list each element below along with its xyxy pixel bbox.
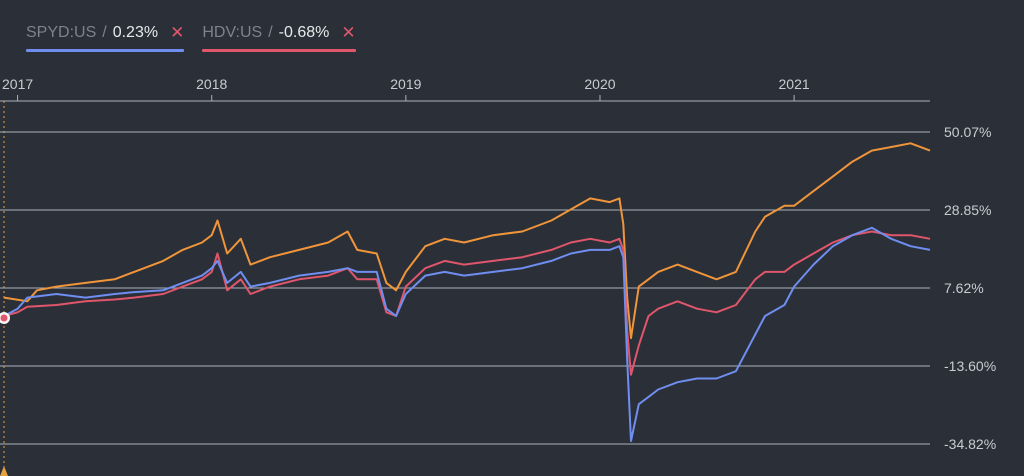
legend-change: 0.23% (112, 24, 159, 41)
x-tick-label: 2017 (2, 76, 33, 92)
cursor-handle[interactable] (0, 466, 8, 476)
series-line (3, 226, 931, 442)
close-icon[interactable]: ✕ (170, 23, 185, 42)
series-line (3, 142, 931, 340)
y-tick-label: 50.07% (944, 124, 991, 140)
legend-change: -0.68% (278, 24, 330, 41)
legend-separator: / (268, 24, 273, 41)
x-tick-label: 2021 (779, 76, 810, 92)
x-axis-labels: 2017 2018 2019 2020 2021 (2, 76, 810, 101)
legend-ticker: SPYD:US (26, 24, 97, 41)
cursor-marker-dot (0, 314, 8, 322)
legend-underline (202, 49, 356, 52)
series-line (3, 230, 931, 376)
x-tick-label: 2019 (390, 76, 421, 92)
series-lines (3, 142, 931, 442)
legend-item-spyd[interactable]: SPYD:US / 0.23% ✕ (26, 22, 185, 52)
x-tick-label: 2020 (584, 76, 615, 92)
y-tick-label: 28.85% (944, 202, 991, 218)
close-icon[interactable]: ✕ (341, 23, 356, 42)
y-tick-label: -13.60% (944, 358, 996, 374)
x-tick-label: 2018 (196, 76, 227, 92)
grid-lines (0, 131, 930, 445)
y-tick-label: 7.62% (944, 280, 984, 296)
y-axis-labels: 50.07% 28.85% 7.62% -13.60% -34.82% (944, 124, 996, 452)
legend: SPYD:US / 0.23% ✕ HDV:US / -0.68% ✕ (26, 22, 356, 52)
legend-item-hdv[interactable]: HDV:US / -0.68% ✕ (202, 22, 356, 52)
legend-separator: / (102, 24, 107, 41)
y-tick-label: -34.82% (944, 436, 996, 452)
legend-underline (26, 49, 185, 52)
legend-ticker: HDV:US (202, 24, 263, 41)
